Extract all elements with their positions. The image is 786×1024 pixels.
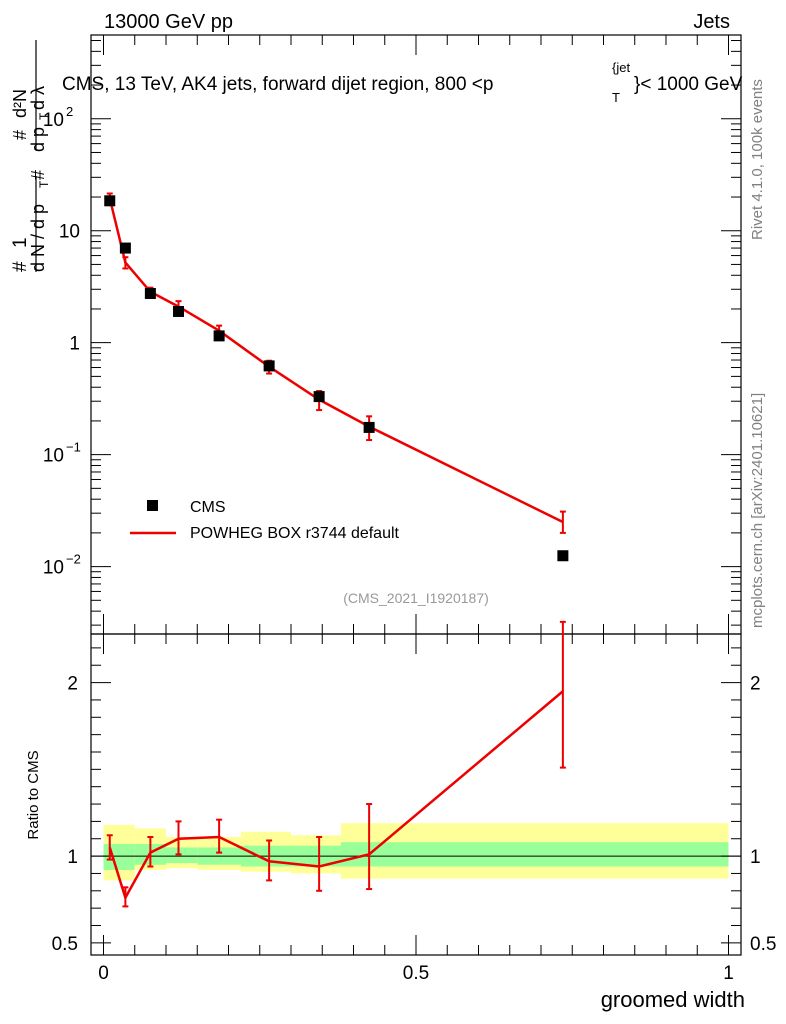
mc-prediction-line (108, 197, 564, 524)
main-y-tick-label: 10 (43, 558, 64, 579)
beam-label: 13000 GeV pp (104, 11, 233, 33)
cms-data-point (104, 195, 116, 207)
band-inner-segment (341, 842, 729, 867)
main-y-tick-exponent: −1 (66, 440, 81, 455)
x-tick-label: 1 (723, 963, 734, 984)
band-inner-segment (166, 847, 198, 864)
ratio-uncertainty-bands (103, 823, 729, 881)
svg-text:T: T (37, 180, 51, 188)
ratio-panel-border (90, 633, 742, 956)
ratio-ylabel: Ratio to CMS (25, 750, 42, 839)
main-series-layer (104, 192, 569, 562)
plot-title-sub: T (612, 90, 620, 105)
ratio-y-tick-label: 1 (67, 847, 78, 868)
mcplots-label: mcplots.cern.ch [arXiv:2401.10621] (749, 393, 766, 628)
plot-title-sup: {jet (612, 60, 630, 75)
main-panel-frame (90, 34, 742, 635)
main-panel-border (90, 34, 742, 635)
main-y-tick-exponent: −2 (66, 552, 81, 567)
cms-data-point (144, 287, 156, 299)
legend-data-label: CMS (190, 499, 226, 516)
main-y-tick-label: 10 (43, 110, 64, 131)
cms-data-point (173, 305, 184, 317)
svg-text:#: # (10, 261, 31, 272)
main-ylabel: # 1 d N / d p T # # d²N d p T d λ (10, 40, 51, 272)
svg-text:d λ: d λ (28, 86, 48, 110)
main-y-tick-label: 1 (69, 334, 80, 355)
ratio-y-tick-label-right: 1 (750, 847, 761, 868)
cms-data-point (313, 391, 325, 403)
svg-text:d p: d p (28, 127, 48, 152)
cms-data-point (263, 360, 275, 372)
legend-mc-label: POWHEG BOX r3744 default (190, 525, 400, 542)
cms-data-point (119, 242, 131, 254)
svg-text:1: 1 (10, 237, 31, 248)
svg-text:T: T (37, 112, 51, 120)
legend: CMS POWHEG BOX r3744 default (130, 499, 400, 542)
cms-data-point (213, 330, 225, 342)
ratio-panel-frame (90, 633, 742, 956)
legend-data-marker (147, 500, 158, 511)
main-y-tick-label: 10 (59, 222, 80, 243)
x-tick-label: 0.5 (403, 963, 429, 984)
x-tick-label: 0 (98, 963, 109, 984)
svg-text:#: # (28, 170, 48, 180)
ratio-series-layer (106, 620, 566, 908)
svg-text:d N / d p: d N / d p (28, 204, 48, 272)
svg-text:#: # (10, 130, 30, 140)
ratio-y-tick-label-right: 2 (750, 674, 761, 695)
cms-data-point (557, 550, 569, 562)
ratio-y-tick-label-right: 0.5 (750, 934, 776, 955)
main-y-tick-label: 10 (43, 446, 64, 467)
svg-text:d²N: d²N (10, 89, 30, 118)
ratio-y-tick-label: 0.5 (52, 934, 78, 955)
plot-title-main: CMS, 13 TeV, AK4 jets, forward dijet reg… (62, 74, 493, 95)
ratio-y-tick-label: 2 (67, 674, 78, 695)
plot-title: CMS, 13 TeV, AK4 jets, forward dijet reg… (62, 74, 493, 95)
plot-title-end: }< 1000 GeV (634, 74, 743, 95)
process-label: Jets (693, 11, 730, 33)
band-inner-segment (103, 843, 135, 870)
rivet-label: Rivet 4.1.0, 100k events (749, 79, 766, 240)
main-y-tick-exponent: 2 (66, 104, 73, 119)
analysis-watermark: (CMS_2021_I1920187) (343, 590, 489, 606)
x-axis-title: groomed width (601, 987, 745, 1012)
cms-data-point (363, 421, 375, 433)
